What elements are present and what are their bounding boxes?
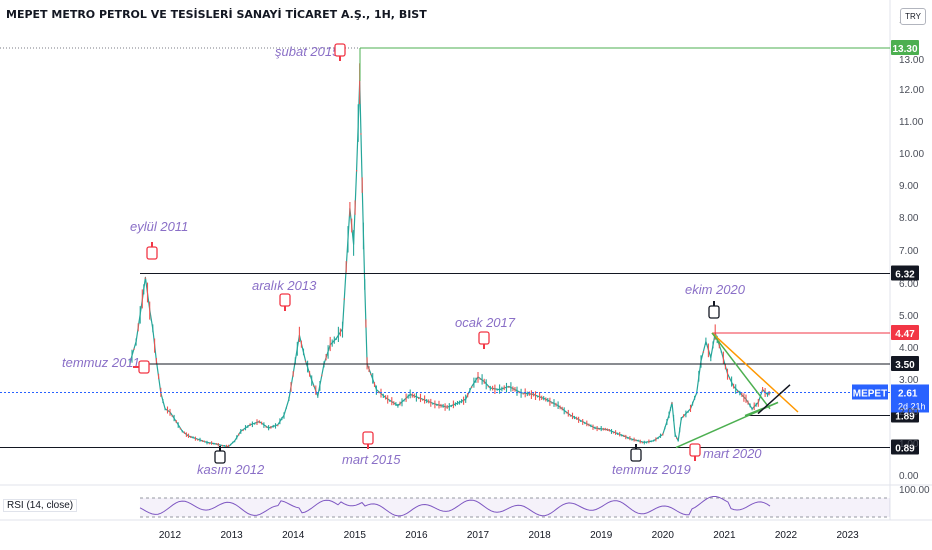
annotation-label: mart 2015	[342, 452, 401, 467]
x-tick-label: 2018	[528, 530, 551, 541]
hand-pointer-icon	[146, 242, 158, 260]
hand-body	[214, 450, 226, 464]
symbol-tag	[852, 384, 888, 400]
y-tick-label: 8.00	[899, 213, 919, 224]
level-tag	[891, 40, 919, 55]
level-tag	[891, 265, 919, 281]
y-tick-label: 11.00	[899, 117, 924, 128]
hand-pointer-icon	[279, 293, 291, 311]
trend-line-green-short	[744, 401, 779, 417]
price-line	[129, 80, 771, 448]
rsi-line	[139, 496, 771, 517]
level-label: 13.30	[892, 44, 917, 55]
horizontal-levels: 13.30 6.32 4.47 3.50 1.89 0.89 MEPET 2.61 2d 21h	[0, 40, 929, 455]
x-tick-label: 2017	[467, 530, 490, 541]
symbol-label: MEPET	[853, 388, 887, 399]
level-label: 4.47	[895, 329, 915, 340]
level-tag	[891, 356, 919, 371]
hand-pointer-icon	[133, 360, 150, 374]
hand-pointer-icon	[214, 446, 226, 464]
annotation-label: eylül 2011	[130, 219, 188, 234]
hand-body	[138, 360, 150, 374]
y-tick-label: 1.00	[899, 439, 919, 450]
hand-pointer-icon	[689, 443, 701, 461]
y-tick-label: 12.00	[899, 85, 924, 96]
price-axis[interactable]: 14.0013.0012.0011.0010.009.008.007.006.0…	[899, 15, 924, 482]
annotation-label: ekim 2020	[685, 282, 746, 297]
currency-button[interactable]: TRY	[900, 8, 926, 25]
trend-lines	[675, 332, 799, 449]
x-tick-label: 2023	[836, 530, 859, 541]
hand-pointer-icon	[708, 301, 720, 319]
x-tick-label: 2012	[159, 530, 182, 541]
y-tick-label: 13.00	[899, 55, 924, 66]
price-plot	[129, 63, 771, 448]
x-tick-label: 2013	[220, 530, 243, 541]
x-tick-label: 2016	[405, 530, 428, 541]
annotation-label: temmuz 2011	[62, 355, 140, 370]
y-tick-label: 5.00	[899, 311, 919, 322]
hand-body	[362, 431, 374, 445]
level-tag	[891, 439, 919, 455]
time-axis[interactable]: 2012 2013 2014 2015 2016 2017 2018 2019 2020 2021…	[159, 530, 859, 541]
grid	[0, 0, 932, 521]
hand-body	[689, 443, 701, 457]
annotation-label: ocak 2017	[455, 315, 516, 330]
trend-line-black	[757, 384, 791, 415]
y-tick-label: 6.00	[899, 279, 919, 290]
x-tick-label: 2019	[590, 530, 613, 541]
countdown-label: 2d 21h	[898, 401, 926, 411]
y-tick-label: 9.00	[899, 181, 919, 192]
trend-line-green-down	[711, 332, 771, 410]
hand-pointer-icon	[362, 431, 374, 449]
annotation-label: mart 2020	[703, 446, 762, 461]
level-tag	[891, 324, 919, 340]
hand-body	[146, 246, 158, 260]
y-tick-label: 2.00	[899, 407, 919, 418]
hand-body	[279, 293, 291, 307]
hand-body	[708, 305, 720, 319]
y-tick-label: 10.00	[899, 149, 924, 160]
chart-title: MEPET METRO PETROL VE TESİSLERİ SANAYİ T…	[6, 8, 427, 21]
level-label: 6.32	[895, 269, 915, 280]
rsi-legend[interactable]: RSI (14, close)	[3, 499, 78, 512]
hand-pointer-icon	[334, 43, 346, 61]
hand-body	[630, 448, 642, 462]
annotation-label: temmuz 2019	[612, 462, 691, 477]
y-tick-label: 0.00	[899, 471, 919, 482]
rsi-band	[140, 498, 890, 517]
rsi-plot: 100.00	[139, 485, 930, 518]
y-tick-label: 7.00	[899, 246, 919, 257]
hand-pointer-icon	[630, 444, 642, 462]
last-price-tag	[891, 384, 929, 413]
last-price-label: 2.61	[898, 388, 918, 399]
y-tick-label: 3.00	[899, 375, 919, 386]
x-tick-label: 2021	[713, 530, 736, 541]
x-tick-label: 2020	[652, 530, 675, 541]
x-tick-label: 2014	[282, 530, 305, 541]
level-label: 3.50	[895, 360, 915, 371]
level-label: 1.89	[895, 412, 915, 423]
x-tick-label: 2015	[344, 530, 367, 541]
hand-body	[478, 331, 490, 345]
trend-line-orange	[711, 332, 799, 413]
y-tick-label: 4.00	[899, 343, 919, 354]
level-label: 0.89	[895, 444, 915, 455]
hand-body	[334, 43, 346, 57]
annotation-label: şubat 2015	[275, 44, 340, 59]
annotation-label: aralık 2013	[252, 278, 317, 293]
annotation-label: kasım 2012	[197, 462, 265, 477]
rsi-scale-label: 100.00	[899, 485, 930, 496]
hand-pointer-icon	[478, 331, 490, 349]
x-tick-label: 2022	[775, 530, 798, 541]
annotations: şubat 2015 eylül 2011 aralık 2013 ocak 2017…	[62, 43, 762, 477]
